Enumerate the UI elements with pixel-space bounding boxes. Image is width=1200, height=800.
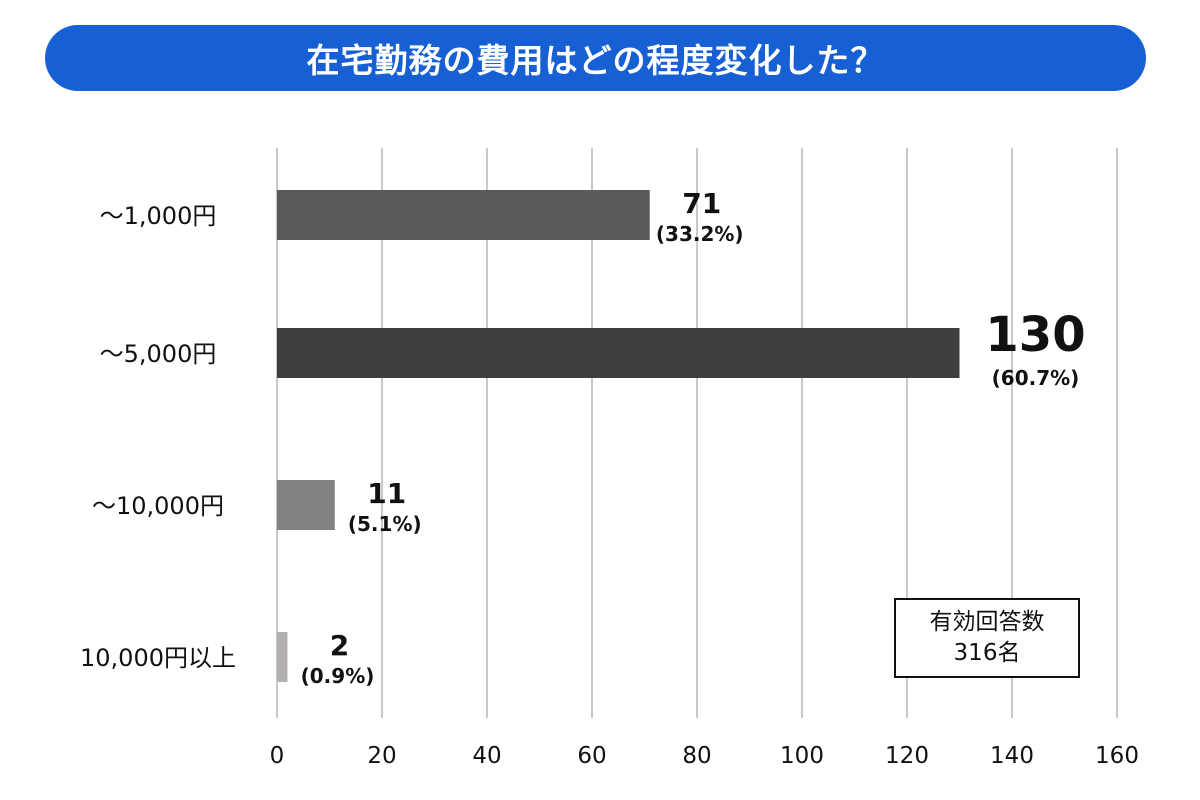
data-percent-label: (0.9%)	[301, 664, 375, 688]
respondents-label: 有効回答数	[929, 609, 1045, 635]
category-label: 10,000円以上	[80, 644, 236, 672]
category-label: ～1,000円	[100, 202, 217, 230]
bar	[277, 632, 288, 682]
x-tick-label: 20	[367, 743, 396, 769]
x-tick-label: 140	[990, 743, 1034, 769]
respondents-count: 316名	[953, 640, 1021, 666]
x-tick-label: 60	[577, 743, 606, 769]
respondents-note: 有効回答数 316名	[894, 598, 1080, 678]
x-tick-label: 80	[682, 743, 711, 769]
bar	[277, 480, 335, 530]
x-tick-label: 120	[885, 743, 929, 769]
x-tick-label: 160	[1095, 743, 1139, 769]
x-tick-label: 40	[472, 743, 501, 769]
title-banner: 在宅勤務の費用はどの程度変化した？	[45, 25, 1146, 91]
bar	[277, 190, 650, 240]
x-tick-label: 0	[270, 743, 285, 769]
data-percent-label: (33.2%)	[656, 222, 744, 246]
bar	[277, 328, 960, 378]
chart-title: 在宅勤務の費用はどの程度変化した？	[306, 41, 885, 80]
data-value-label: 11	[367, 477, 406, 510]
data-value-label: 71	[682, 187, 721, 220]
data-percent-label: (60.7%)	[992, 366, 1080, 390]
x-tick-label: 100	[780, 743, 824, 769]
data-percent-label: (5.1%)	[348, 512, 422, 536]
data-value-label: 130	[985, 307, 1085, 363]
category-label: ～10,000円	[92, 492, 224, 520]
data-value-label: 2	[330, 629, 349, 662]
category-label: ～5,000円	[100, 340, 217, 368]
